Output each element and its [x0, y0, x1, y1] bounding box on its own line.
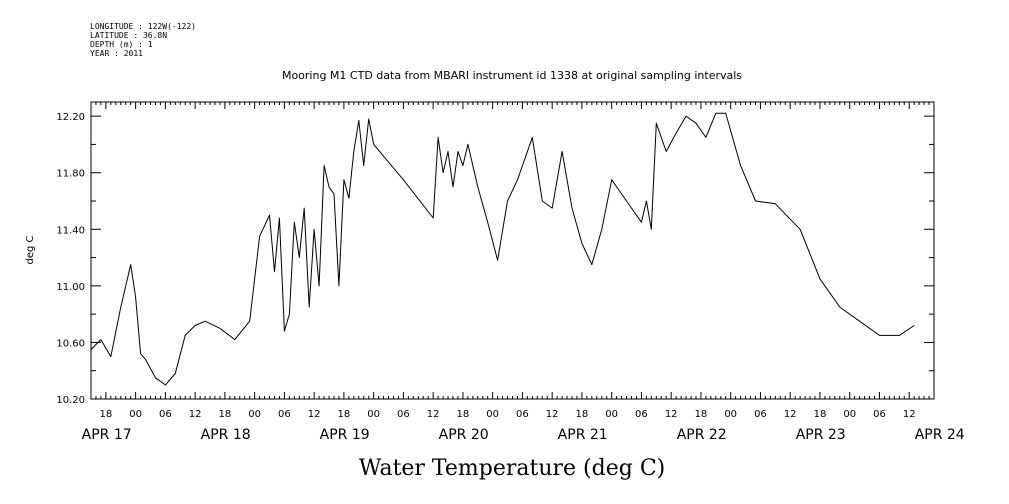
y-tick-label: 10.20 [56, 395, 85, 406]
x-day-label: APR 19 [320, 427, 370, 443]
x-hour-label: 06 [754, 409, 767, 420]
x-hour-label: 00 [724, 409, 737, 420]
metadata-block: LONGITUDE : 122W(-122) LATITUDE : 36.8N … [90, 22, 196, 58]
x-hour-label: 12 [189, 409, 202, 420]
y-tick-label: 11.00 [56, 282, 85, 293]
x-hour-label: 00 [248, 409, 261, 420]
y-axis-label: deg C [25, 235, 36, 264]
latitude-label: LATITUDE : 36.8N [90, 31, 168, 40]
plot-frame [90, 101, 935, 400]
x-hour-label: 00 [367, 409, 380, 420]
year-label: YEAR : 2011 [90, 49, 143, 58]
depth-label: DEPTH (m) : 1 [90, 40, 153, 49]
x-hour-label: 00 [605, 409, 618, 420]
chart-title: Mooring M1 CTD data from MBARI instrumen… [282, 69, 742, 82]
x-hour-label: 06 [635, 409, 648, 420]
x-axis: 18 00 06 12 18 00 06 12 18 00 06 12 18 00 06 12 18 00 06 12… [82, 102, 965, 443]
y-tick-label: 11.40 [56, 225, 85, 236]
x-hour-label: 12 [903, 409, 916, 420]
data-series [90, 112, 915, 386]
x-hour-label: 18 [338, 409, 351, 420]
x-day-label: APR 21 [558, 427, 608, 443]
y-tick-label: 12.20 [56, 112, 85, 123]
x-hour-label: 00 [843, 409, 856, 420]
x-day-label: APR 23 [796, 427, 846, 443]
x-hour-label: 00 [129, 409, 142, 420]
x-hour-label: 12 [546, 409, 559, 420]
series-line [90, 112, 915, 386]
x-hour-label: 06 [159, 409, 172, 420]
x-hour-label: 18 [695, 409, 708, 420]
x-hour-label: 18 [576, 409, 589, 420]
x-hour-label: 06 [873, 409, 886, 420]
x-day-label: APR 24 [915, 427, 965, 443]
x-hour-label: 18 [219, 409, 232, 420]
x-hour-label: 18 [100, 409, 113, 420]
x-hour-label: 18 [814, 409, 827, 420]
x-hour-label: 18 [457, 409, 470, 420]
x-hour-label: 12 [308, 409, 321, 420]
x-hour-label: 06 [516, 409, 529, 420]
x-axis-label: Water Temperature (deg C) [359, 456, 666, 481]
x-day-label: APR 22 [677, 427, 727, 443]
x-hour-label: 00 [486, 409, 499, 420]
x-hour-label: 06 [397, 409, 410, 420]
longitude-label: LONGITUDE : 122W(-122) [90, 22, 196, 31]
x-day-label: APR 17 [82, 427, 132, 443]
x-day-label: APR 18 [201, 427, 251, 443]
y-tick-label: 11.80 [56, 169, 85, 180]
x-hour-label: 12 [665, 409, 678, 420]
x-hour-label: 12 [427, 409, 440, 420]
x-hour-label: 06 [278, 409, 291, 420]
x-day-label: APR 20 [439, 427, 489, 443]
y-axis: 10.20 10.60 11.00 11.40 11.80 12.20 [56, 112, 934, 406]
x-hour-label: 12 [784, 409, 797, 420]
y-tick-label: 10.60 [56, 338, 85, 349]
